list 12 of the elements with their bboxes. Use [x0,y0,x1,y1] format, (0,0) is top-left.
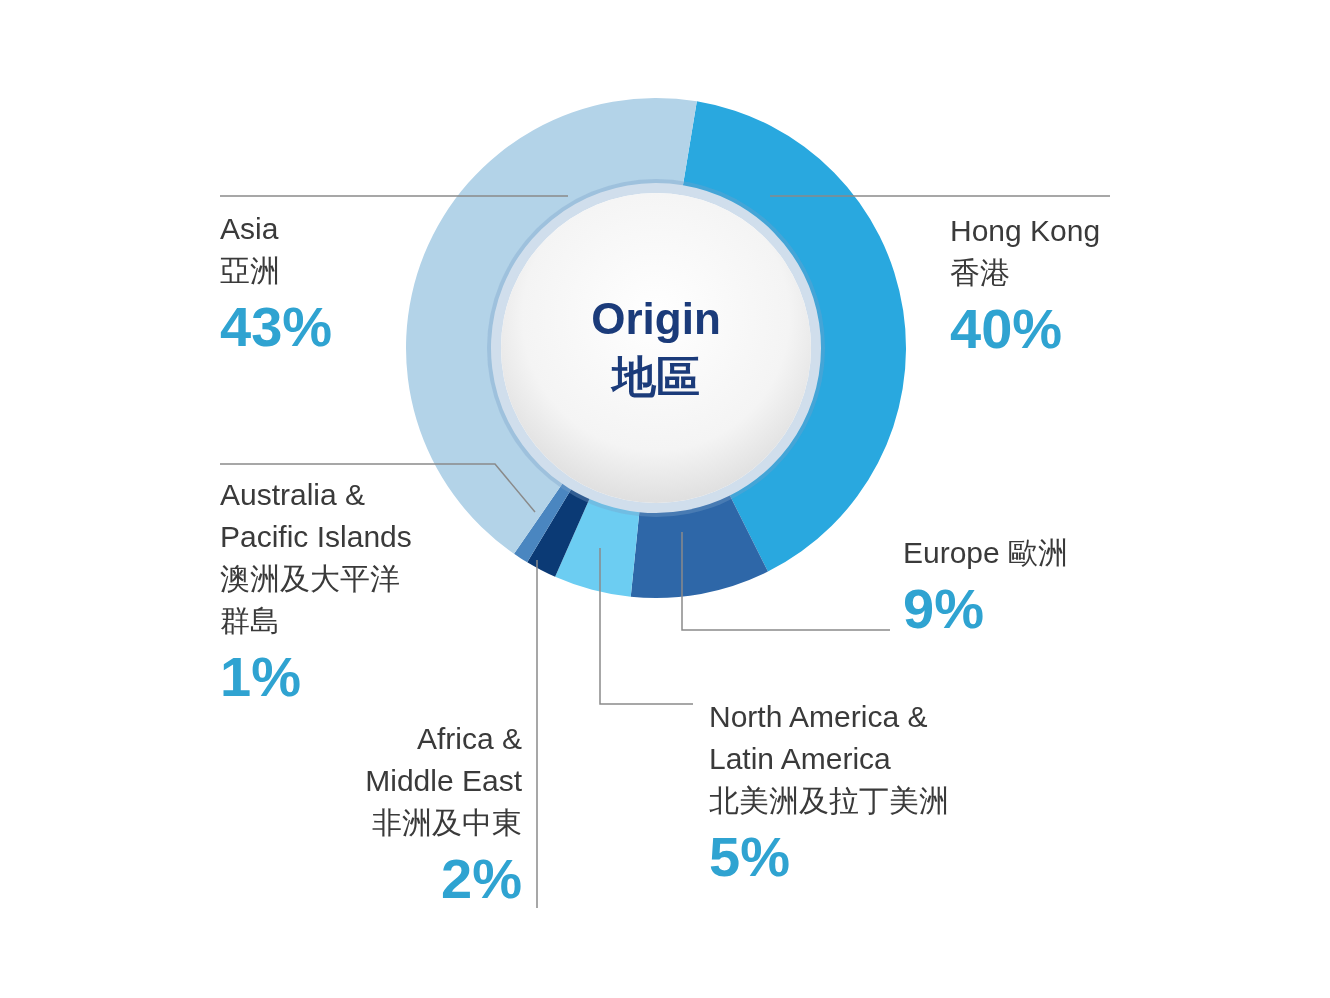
data-label: 2% [440,846,522,912]
data-label: 43% [220,294,333,360]
slice-label: Asia 亞洲 [220,212,280,287]
data-label: 1% [220,644,302,710]
slice-label: Europe 歐洲 [903,536,1069,569]
data-label: 5% [709,824,791,890]
slice-label: North America & Latin America 北美洲及拉丁美洲 [709,700,949,817]
data-label: 9% [903,576,985,642]
slice-label: Africa & Middle East 非洲及中東 [365,722,522,839]
slice-label: Hong Kong 香港 [950,214,1101,289]
data-label: 40% [950,296,1064,362]
slice-label: Australia & Pacific Islands 澳洲及大平洋群島 [220,478,412,637]
